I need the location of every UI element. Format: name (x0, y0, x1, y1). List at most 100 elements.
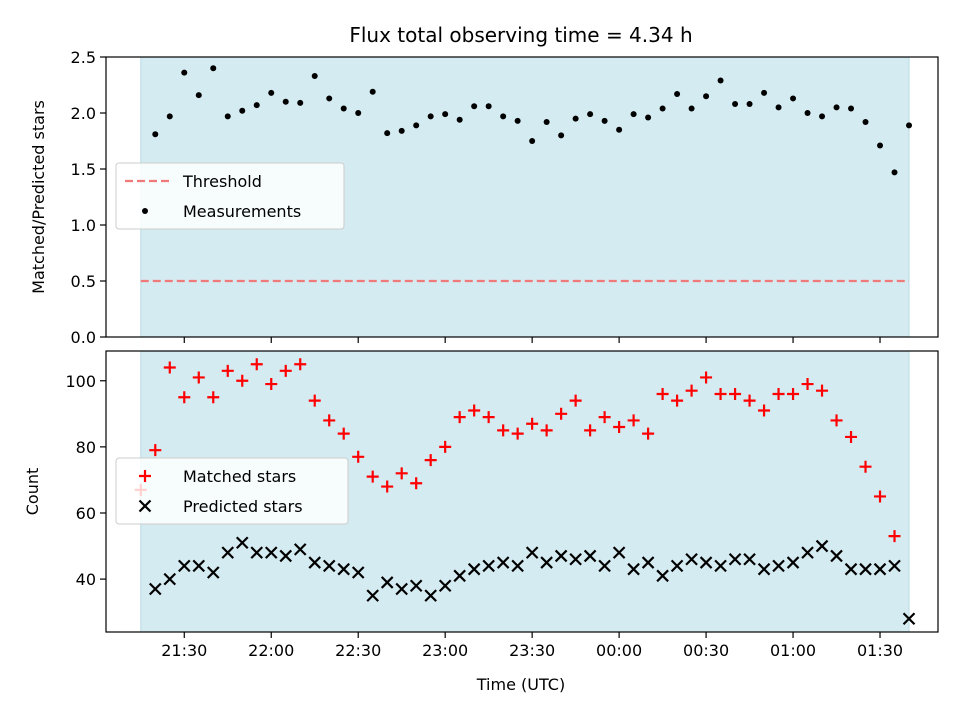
data-point (819, 113, 826, 120)
data-point (732, 101, 739, 108)
data-point (352, 450, 365, 463)
data-point (398, 127, 405, 134)
data-point (572, 115, 579, 122)
data-point (322, 559, 336, 573)
data-point (453, 569, 466, 583)
data-point (670, 559, 684, 573)
data-point (598, 411, 611, 424)
data-point (224, 113, 231, 120)
data-point (424, 454, 437, 467)
data-point (845, 430, 858, 443)
data-point (613, 421, 626, 434)
y-tick-label: 2.5 (71, 48, 96, 67)
data-point (511, 559, 524, 573)
data-point (163, 361, 176, 374)
data-point (409, 579, 423, 592)
data-point (757, 562, 771, 576)
y-axis-label: Matched/Predicted stars (29, 100, 48, 294)
x-tick-label: 21:30 (161, 641, 207, 660)
y-tick-label: 60 (76, 504, 96, 523)
data-point (311, 73, 318, 80)
data-point (787, 387, 800, 400)
data-point (746, 101, 753, 108)
data-point (482, 411, 495, 424)
data-point (250, 546, 264, 559)
data-point (178, 391, 191, 404)
top-panel: 0.0 0.5 1.0 1.5 2.0 2.5 Matched/Predicted star… (29, 48, 939, 347)
data-point (467, 562, 481, 576)
data-point (192, 371, 205, 384)
data-point (340, 105, 347, 112)
data-point (844, 562, 858, 576)
data-point (351, 566, 365, 579)
legend-swatch (138, 499, 152, 513)
data-point (308, 556, 322, 569)
legend: Threshold Measurements (115, 162, 345, 230)
data-point (543, 118, 550, 125)
data-point (485, 103, 492, 110)
x-tick-label: 01:00 (770, 641, 816, 660)
data-point (369, 88, 376, 95)
data-point (221, 546, 235, 559)
data-point (790, 95, 797, 102)
y-tick-label: 1.0 (71, 216, 96, 235)
x-tick-label: 01:30 (857, 641, 903, 660)
data-point (703, 93, 710, 100)
data-point (264, 546, 278, 559)
series-predicted-stars (149, 536, 916, 626)
data-point (294, 358, 307, 371)
data-point (587, 111, 594, 118)
data-point (717, 77, 724, 84)
data-point (438, 579, 452, 592)
legend-label: Predicted stars (183, 497, 303, 516)
data-point (804, 110, 811, 116)
data-point (642, 427, 655, 440)
data-point (265, 378, 278, 391)
data-point (282, 98, 289, 105)
data-point (308, 394, 321, 407)
axes-frame (105, 350, 939, 633)
data-point (816, 384, 829, 397)
data-point (526, 417, 539, 430)
data-point (902, 612, 916, 626)
data-point (149, 582, 162, 596)
data-point (714, 387, 727, 400)
data-point (616, 126, 623, 133)
series-measurements (152, 65, 913, 176)
data-point (380, 576, 394, 589)
data-point (337, 562, 350, 576)
data-point (891, 169, 898, 176)
data-point (674, 90, 681, 97)
data-point (877, 142, 884, 149)
x-tick-label: 00:30 (683, 641, 729, 660)
data-point (729, 387, 742, 400)
data-point (239, 107, 246, 114)
data-point (685, 552, 698, 566)
data-point (471, 103, 478, 110)
data-point (833, 104, 840, 111)
data-point (671, 394, 684, 407)
data-point (699, 556, 713, 569)
data-point (641, 556, 655, 569)
data-point (584, 424, 597, 437)
data-point (728, 552, 742, 566)
chart-title: Flux total observing time = 4.34 h (349, 23, 692, 47)
data-point (873, 562, 887, 576)
data-point (279, 549, 293, 563)
data-point (848, 105, 855, 112)
data-point (500, 113, 507, 120)
legend-box (115, 457, 349, 525)
data-point (366, 470, 379, 483)
data-point (163, 572, 177, 586)
y-tick-label: 2.0 (71, 104, 96, 123)
data-point (761, 89, 768, 96)
y-tick-label: 100 (65, 372, 96, 391)
data-point (786, 556, 800, 569)
data-point (569, 552, 582, 566)
data-point (630, 111, 637, 118)
data-point (514, 117, 521, 124)
data-point (195, 92, 202, 99)
data-point (297, 99, 304, 106)
data-point (221, 364, 234, 377)
